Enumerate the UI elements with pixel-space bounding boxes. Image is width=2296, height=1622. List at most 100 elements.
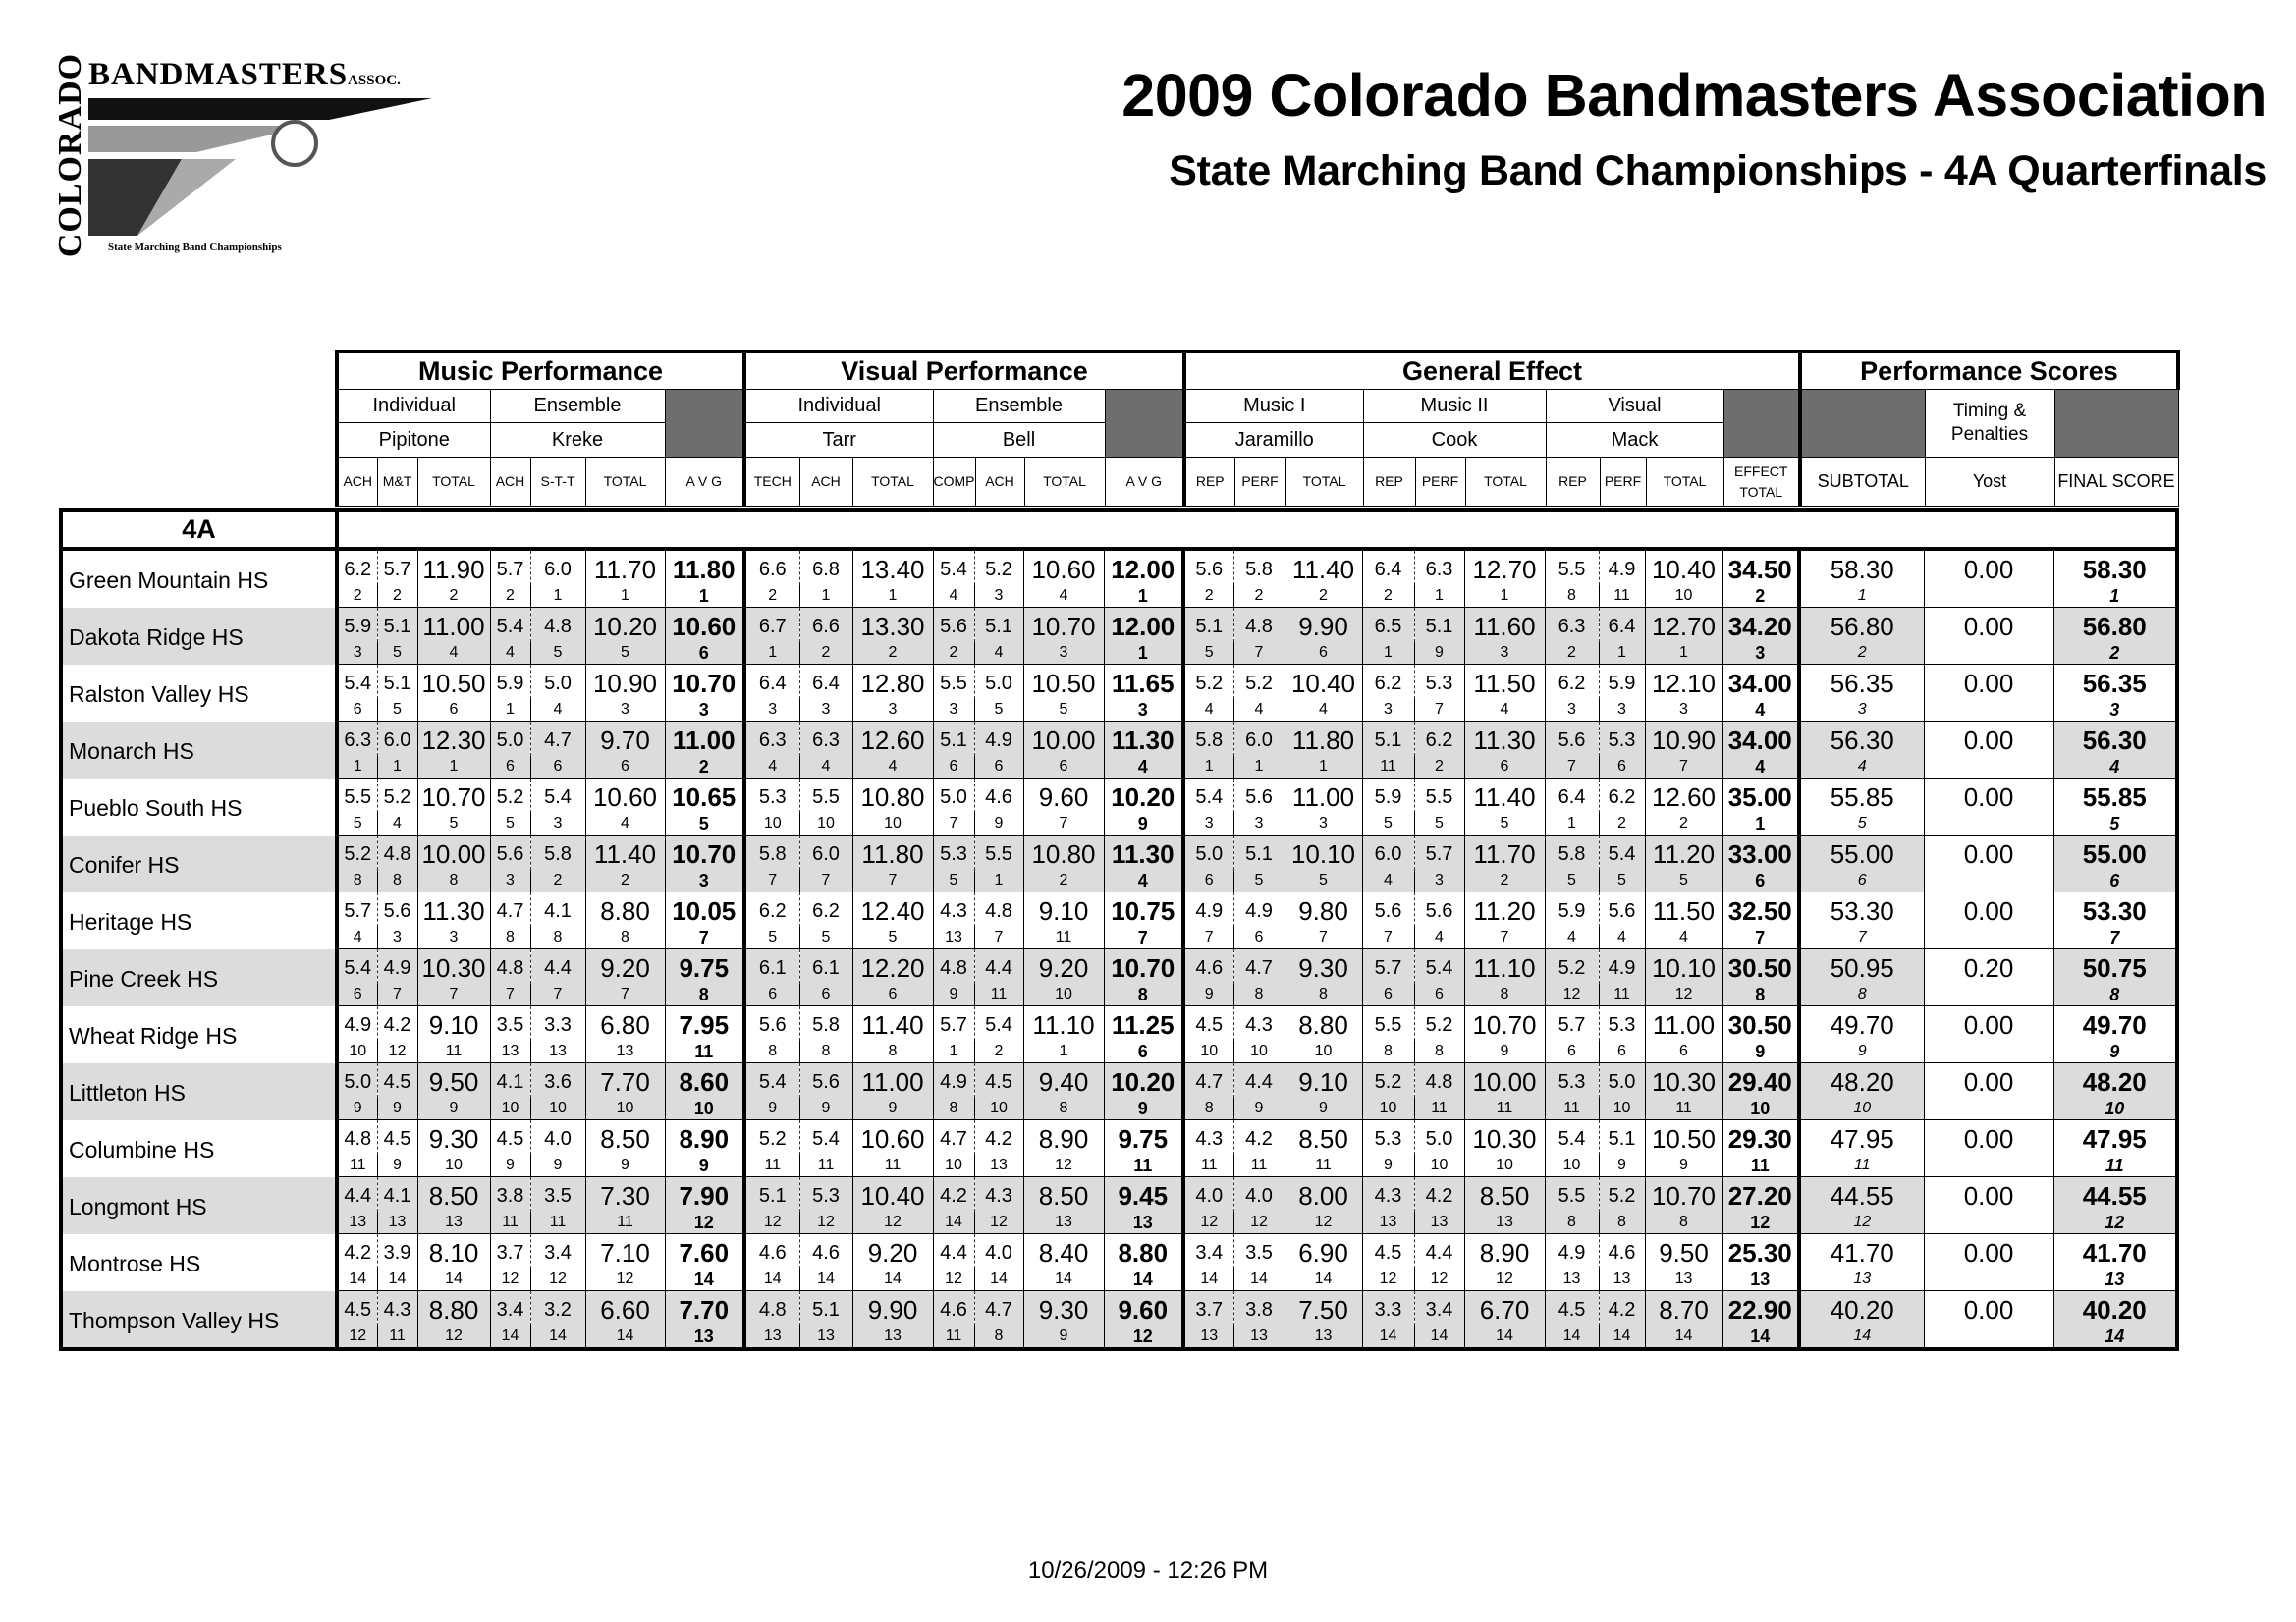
rank-cell: 1 [665, 585, 745, 608]
score-cell: 9.80 [1284, 892, 1362, 927]
score-cell: 5.2 [336, 835, 378, 870]
score-cell: 4.4 [1425, 1242, 1453, 1264]
score-cell: 47.95 [2052, 1119, 2177, 1155]
score-cell: 4.4 [932, 1233, 975, 1269]
rank-cell: 5 [1464, 813, 1546, 836]
score-cell: 8.50 [1284, 1119, 1362, 1155]
score-cell: 7.90 [664, 1176, 744, 1212]
rank-cell: 9 [2053, 1041, 2177, 1063]
rank-cell: 7 [799, 870, 853, 892]
score-cell: 5.5 [1425, 786, 1453, 808]
rank-cell: 6 [337, 984, 378, 1006]
rank-cell: 14 [1545, 1325, 1600, 1350]
rank-blank [1924, 1269, 2054, 1291]
rank-cell: 8 [1414, 1041, 1465, 1063]
score-cell: 6.4 [812, 673, 840, 694]
group-music-performance: Music Performance [335, 350, 746, 390]
rank-cell: 9 [852, 1098, 934, 1120]
score-cell: 5.3 [799, 1176, 852, 1212]
rank-cell: 7 [1023, 813, 1105, 836]
rank-row: 4 3 3 8 8 8 7 5 5 5 13 7 11 7 7 6 7 7 4 7 4 4 4 7 7 7 [61, 927, 2177, 949]
score-cell: 10.30 [1644, 1062, 1722, 1098]
rank-cell: 7 [1722, 927, 1800, 949]
rank-cell: 10 [1545, 1155, 1600, 1177]
rank-cell: 2 [530, 870, 586, 892]
rank-cell: 11 [585, 1212, 666, 1234]
score-cell: 10.65 [664, 778, 744, 813]
score-cell: 4.8 [985, 900, 1012, 922]
rank-cell: 9 [1104, 1098, 1184, 1120]
rank-cell: 11 [742, 1155, 800, 1177]
score-cell: 34.00 [1722, 664, 1799, 699]
rank-cell: 3 [490, 870, 531, 892]
band-name: Green Mountain HS [61, 549, 339, 608]
score-cell: 48.20 [2052, 1062, 2177, 1098]
score-cell: 56.35 [2052, 664, 2177, 699]
rank-cell: 2 [585, 870, 666, 892]
rank-cell: 1 [1545, 813, 1600, 836]
rank-cell: 12 [1362, 1269, 1415, 1291]
score-cell: 5.9 [336, 607, 378, 642]
score-cell: 5.8 [742, 835, 800, 870]
score-cell: 8.50 [416, 1176, 490, 1212]
rank-cell: 4 [1414, 927, 1465, 949]
rank-cell: 11 [1464, 1098, 1546, 1120]
rank-cell: 11 [337, 1155, 378, 1177]
rank-cell: 13 [1464, 1212, 1546, 1234]
rank-cell: 8 [933, 1098, 975, 1120]
rank-cell: 14 [1362, 1325, 1415, 1350]
score-cell: 10.20 [1103, 1062, 1183, 1098]
score-cell: 4.8 [742, 1290, 800, 1325]
column-header: A V G [1104, 457, 1185, 507]
rank-cell: 13 [933, 927, 975, 949]
rank-cell: 12 [1414, 1269, 1465, 1291]
rank-cell: 9 [1797, 1041, 1925, 1063]
column-header: TOTAL [1285, 457, 1364, 507]
rank-cell: 9 [337, 1098, 378, 1120]
rank-cell: 2 [490, 585, 531, 608]
score-cell: 3.7 [489, 1233, 531, 1269]
rank-cell: 10 [933, 1155, 975, 1177]
rank-cell: 13 [742, 1325, 800, 1350]
rank-cell: 1 [799, 585, 853, 608]
class-level-label: 4A [61, 510, 339, 551]
rank-cell: 12 [417, 1325, 491, 1350]
score-cell: 6.4 [1544, 778, 1600, 813]
rank-row: 10 12 11 13 13 13 11 8 8 8 1 2 1 6 10 10 10 8 8 9 6 6 6 9 9 9 [61, 1041, 2177, 1063]
column-header: REP [1545, 457, 1601, 507]
score-cell: 5.6 [489, 835, 531, 870]
score-cell: 4.8 [1414, 1062, 1464, 1098]
rank-cell: 2 [1233, 585, 1285, 608]
rank-cell: 4 [490, 642, 531, 665]
rank-blank [1924, 1041, 2054, 1063]
score-row: Heritage HS 5.7 5.6 11.30 4.7 4.1 8.80 10.05 6.2… [61, 892, 2177, 949]
rank-cell: 8 [742, 1041, 800, 1063]
rank-cell: 7 [665, 927, 745, 949]
score-cell: 10.80 [1022, 835, 1104, 870]
rank-cell: 14 [1645, 1325, 1723, 1350]
score-row: Pine Creek HS 5.4 4.9 10.30 4.8 4.4 9.20 9.75 6.… [61, 948, 2177, 1006]
rank-cell: 10 [2053, 1098, 2177, 1120]
rank-cell: 6 [1362, 984, 1415, 1006]
rank-row: 6 7 7 7 7 7 8 6 6 6 9 11 10 8 9 8 8 6 6 8 12 11 12 8 8 8 [61, 984, 2177, 1006]
score-cell: 0.00 [1923, 549, 2053, 585]
score-cell: 0.00 [1923, 892, 2053, 927]
rank-blank [1924, 984, 2054, 1006]
rank-cell: 12 [1797, 1212, 1925, 1234]
rank-cell: 11 [1362, 756, 1415, 779]
rank-cell: 9 [1023, 1325, 1105, 1350]
score-cell: 9.20 [1022, 948, 1104, 984]
rank-cell: 6 [585, 756, 666, 779]
rank-cell: 4 [377, 813, 418, 836]
rank-cell: 8 [490, 927, 531, 949]
score-cell: 9.45 [1103, 1176, 1183, 1212]
score-cell: 10.10 [1644, 948, 1722, 984]
score-cell: 10.60 [851, 1119, 933, 1155]
rank-cell: 8 [1645, 1212, 1723, 1234]
rank-cell: 14 [1414, 1325, 1465, 1350]
score-cell: 56.30 [1797, 721, 1924, 756]
rank-cell: 8 [337, 870, 378, 892]
column-header: PERF [1414, 457, 1466, 507]
rank-cell: 7 [1104, 927, 1184, 949]
score-cell: 9.50 [1644, 1233, 1722, 1269]
